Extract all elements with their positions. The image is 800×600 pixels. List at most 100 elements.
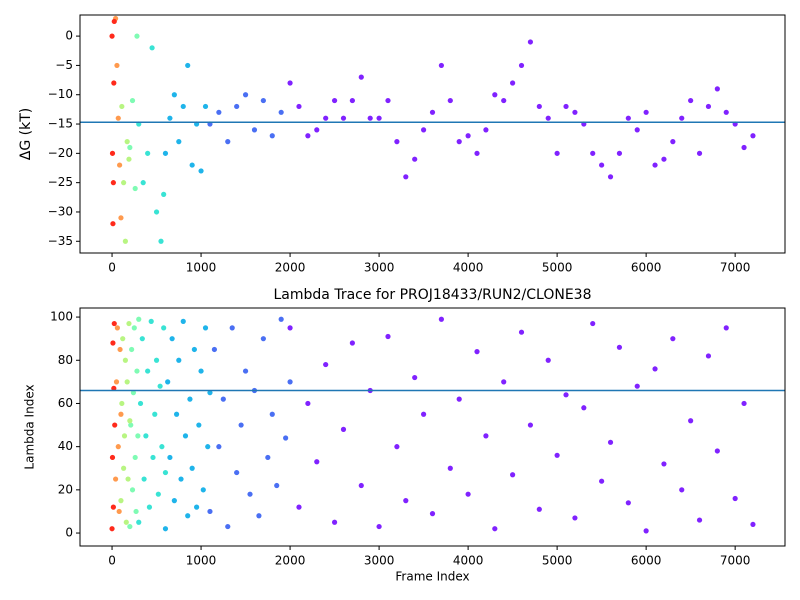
point — [124, 379, 130, 385]
point — [412, 374, 418, 381]
x-tick-label: 7000 — [720, 261, 751, 275]
point — [125, 476, 131, 482]
point — [136, 519, 142, 525]
point — [527, 422, 534, 428]
point — [171, 498, 177, 504]
point — [510, 472, 516, 478]
y-tick-label: 80 — [58, 353, 73, 367]
point — [420, 127, 427, 133]
point — [260, 97, 266, 104]
point — [234, 469, 240, 476]
point — [661, 461, 667, 467]
point — [625, 115, 631, 121]
point — [113, 379, 120, 385]
point — [110, 340, 116, 346]
point — [256, 513, 262, 519]
point — [189, 465, 195, 471]
point — [616, 344, 623, 350]
point — [661, 156, 667, 162]
point — [376, 523, 382, 530]
point — [169, 336, 175, 342]
point — [287, 325, 293, 331]
point — [167, 454, 173, 461]
point — [145, 368, 151, 374]
point — [110, 221, 116, 227]
point — [696, 517, 703, 523]
point — [492, 92, 498, 98]
point — [581, 405, 587, 411]
point — [643, 109, 649, 115]
point — [732, 495, 738, 502]
x-tick-label: 5000 — [542, 554, 573, 568]
point — [153, 209, 160, 215]
point — [652, 366, 658, 372]
point — [128, 422, 134, 428]
point — [118, 498, 124, 504]
point — [705, 103, 712, 110]
point — [420, 411, 427, 417]
point — [121, 180, 127, 186]
point — [220, 396, 226, 402]
point — [465, 491, 471, 497]
point — [394, 444, 400, 450]
point — [118, 411, 124, 417]
point — [229, 325, 235, 331]
point — [403, 498, 409, 504]
point — [616, 150, 623, 156]
point — [456, 139, 462, 145]
point — [438, 62, 445, 69]
point — [225, 523, 231, 530]
y-tick-label: −30 — [48, 204, 73, 218]
point — [153, 357, 160, 363]
point — [139, 336, 145, 342]
point — [358, 482, 364, 489]
point — [274, 482, 280, 489]
point — [202, 103, 209, 110]
y-tick-label: 100 — [50, 310, 73, 324]
point — [178, 476, 184, 482]
point — [527, 39, 534, 45]
point — [159, 444, 165, 450]
point — [185, 513, 191, 519]
point — [563, 103, 569, 110]
point — [225, 139, 231, 145]
point — [112, 422, 118, 428]
point — [536, 103, 542, 110]
point — [287, 379, 293, 385]
point — [191, 346, 197, 353]
point — [129, 97, 136, 104]
point — [323, 115, 329, 121]
point — [194, 504, 200, 510]
x-tick-label: 1000 — [186, 554, 217, 568]
point — [109, 454, 116, 461]
point — [607, 439, 614, 445]
point — [167, 115, 173, 121]
point — [634, 127, 640, 133]
point — [111, 18, 117, 25]
y-tick-label: 0 — [65, 526, 73, 540]
point — [358, 74, 364, 80]
point — [162, 469, 169, 476]
point — [114, 325, 120, 331]
point — [492, 526, 498, 532]
point — [429, 511, 436, 517]
point — [165, 379, 171, 385]
point — [162, 526, 169, 532]
point — [572, 515, 578, 521]
point — [283, 435, 289, 441]
point — [117, 162, 123, 168]
point — [124, 139, 130, 145]
point — [198, 168, 204, 174]
point — [115, 115, 121, 121]
point — [483, 127, 489, 133]
x-tick-label: 3000 — [364, 261, 395, 275]
x-tick-label: 2000 — [275, 261, 306, 275]
point — [247, 491, 253, 497]
y-tick-label: −25 — [48, 175, 73, 189]
point — [394, 139, 400, 145]
point — [474, 150, 480, 156]
point — [121, 433, 128, 439]
y-tick-label: −35 — [48, 234, 73, 248]
point — [133, 508, 139, 515]
point — [260, 336, 266, 342]
